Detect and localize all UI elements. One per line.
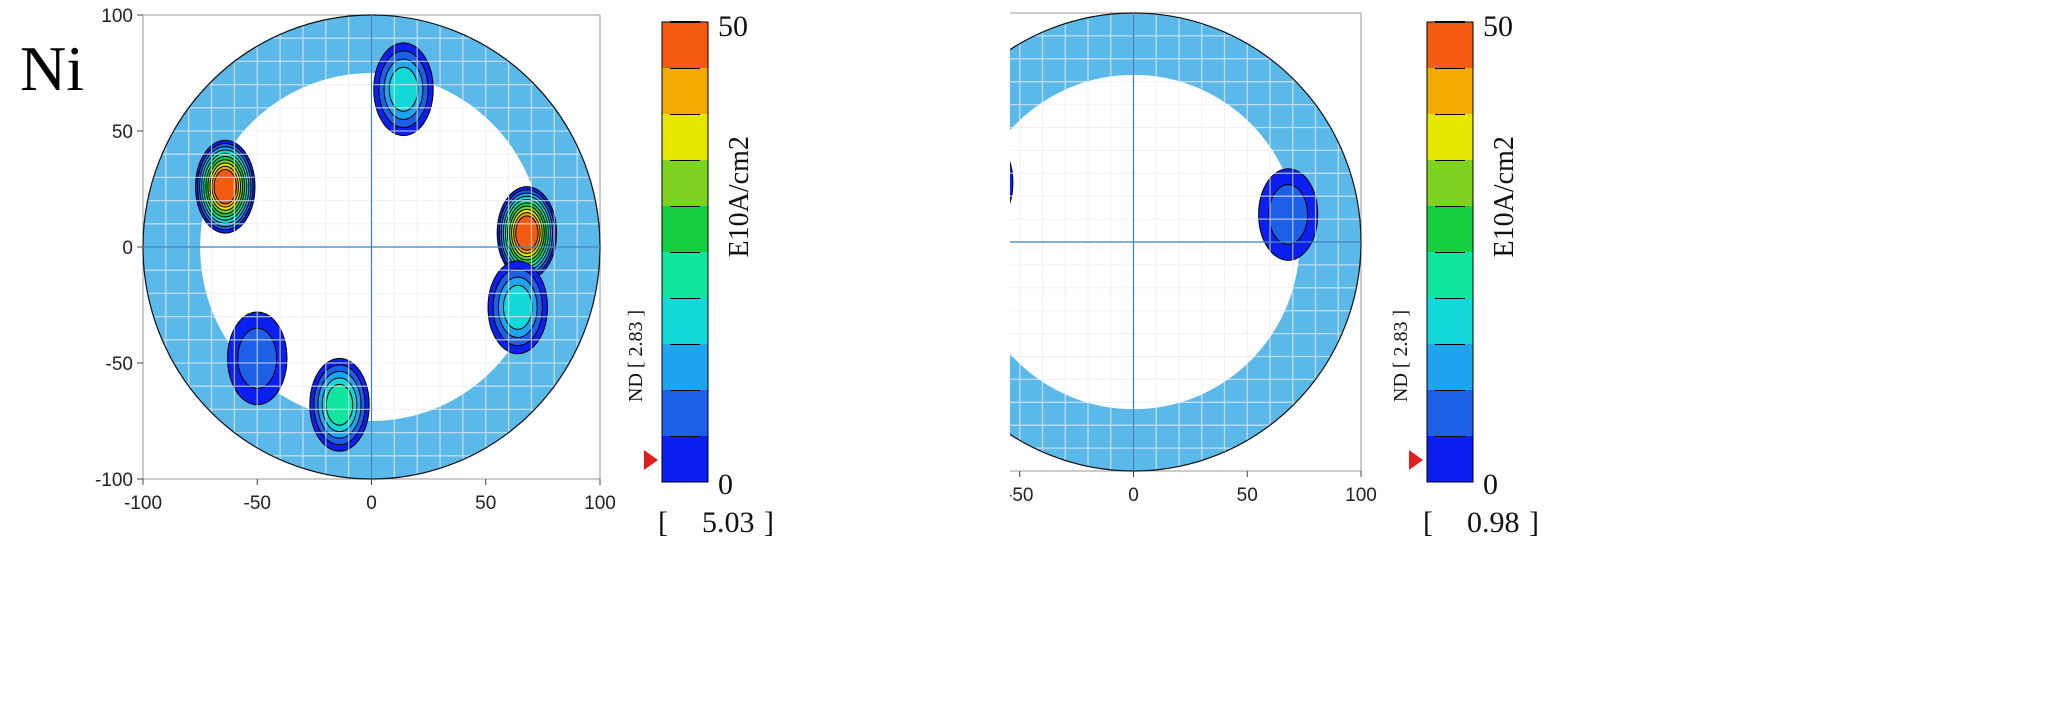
colorbar-segment: [1427, 390, 1473, 436]
colorbar-segment: [662, 436, 708, 482]
y-tick-label: -50: [106, 354, 133, 375]
x-tick-label: -50: [244, 493, 271, 514]
bracket-open: [: [1423, 506, 1433, 539]
colorbar-segment: [1427, 22, 1473, 68]
colorbar-segment: [662, 298, 708, 344]
x-tick-label: 0: [1128, 485, 1139, 506]
contour-level: [388, 66, 419, 112]
contour-level: [515, 215, 539, 251]
pole-figure-svg-2: -100-50050100100500-50-100Ni500E10A/cm2N…: [1010, 10, 1539, 539]
colorbar-segment: [662, 390, 708, 436]
colorbar-segment: [1427, 68, 1473, 114]
colorbar-segment: [1427, 344, 1473, 390]
contour-level: [502, 284, 533, 330]
colorbar-max-label: 50: [718, 10, 748, 43]
colorbar-min-label: 0: [718, 468, 733, 501]
bracket-value: 5.03: [702, 506, 755, 539]
colorbar-segment: [662, 68, 708, 114]
element-label: Ni: [20, 33, 84, 104]
pole-figure-panel-1: -100 -50 0 50 100 100 50 0 -50 -100 Ni 50 0 E10A/cm2 N…: [0, 0, 1020, 703]
bracket-open: [: [658, 506, 668, 539]
colorbar-segment: [1427, 298, 1473, 344]
x-tick-label: 100: [584, 493, 616, 514]
x-tick-label: 100: [1345, 485, 1377, 506]
nd-label-text: ND: [625, 368, 647, 402]
contour-level: [1010, 136, 1014, 229]
nd-value: [ 2.83 ]: [625, 310, 647, 368]
x-tick-label: 50: [475, 493, 496, 514]
colorbar-segment: [662, 252, 708, 298]
nd-value: [ 2.83 ]: [1390, 310, 1412, 368]
y-tick-label: 50: [112, 122, 133, 143]
colorbar-segment: [1427, 436, 1473, 482]
nd-label: ND [ 2.83 ]: [1390, 310, 1412, 402]
y-tick-label: 100: [101, 6, 133, 27]
contour-group: [1010, 136, 1319, 261]
x-tick-label: 0: [366, 493, 377, 514]
colorbar-segment: [662, 22, 708, 68]
colorbar-segment: [1427, 114, 1473, 160]
nd-label-text: ND: [1390, 368, 1412, 402]
y-tick-label: 0: [122, 238, 133, 259]
colorbar-outline: [661, 21, 709, 483]
pole-figure-svg-1: -100 -50 0 50 100 100 50 0 -50 -100 Ni 50 0 E10A/cm2 N…: [20, 6, 774, 539]
colorbar-segment: [1427, 160, 1473, 206]
colorbar-min-label: 0: [1483, 468, 1498, 501]
bracket-close: ]: [1529, 506, 1539, 539]
x-tick-label: 50: [1237, 485, 1258, 506]
pole-figure-panel-2: -100-50050100100500-50-100Ni500E10A/cm2N…: [1010, 0, 2030, 703]
nd-marker-triangle: [1409, 450, 1423, 470]
colorbar-segment: [662, 206, 708, 252]
nd-marker-triangle: [644, 450, 658, 470]
colorbar-segment: [662, 344, 708, 390]
y-tick-label: -100: [95, 470, 133, 491]
x-tick-label: -50: [1010, 485, 1033, 506]
contour-level: [213, 169, 237, 205]
colorbar-max-label: 50: [1483, 10, 1513, 43]
colorbar-title: E10A/cm2: [1489, 136, 1520, 257]
colorbar-segment: [1427, 252, 1473, 298]
nd-label: ND [ 2.83 ]: [625, 310, 647, 402]
colorbar-segment: [1427, 206, 1473, 252]
x-tick-label: -100: [124, 493, 162, 514]
bracket-close: ]: [764, 506, 774, 539]
colorbar-title: E10A/cm2: [724, 136, 755, 257]
colorbar-segment: [662, 114, 708, 160]
contour-level: [1268, 184, 1309, 245]
bracket-value: 0.98: [1467, 506, 1520, 539]
colorbar-segment: [662, 160, 708, 206]
colorbar-outline: [1426, 21, 1474, 483]
